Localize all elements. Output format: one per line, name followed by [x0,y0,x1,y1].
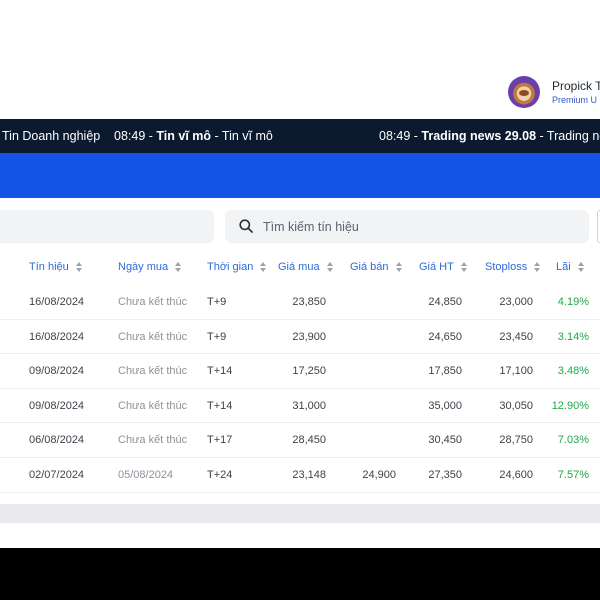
cell-buy-date: Chưa kết thúc [118,434,188,447]
cell-buy-date: 05/08/2024 [118,469,174,481]
column-header-label: Giá bán [350,261,389,273]
column-header-label: Giá mua [278,261,320,273]
cell-duration: T+14 [207,399,233,412]
edge-control[interactable] [597,210,600,243]
column-header-duration[interactable]: Thời gian [207,261,267,273]
cell-buy-date: Chưa kết thúc [118,399,188,412]
cell-profit: 3.48% [557,365,589,378]
cell-buy-price: 28,450 [292,434,326,447]
horizontal-scrollbar[interactable] [0,504,600,523]
cell-stoploss: 17,100 [499,365,533,378]
column-header-buy-price[interactable]: Giá mua [278,261,334,273]
cell-duration: T+17 [207,434,233,447]
sort-icon[interactable] [577,262,585,272]
sort-icon[interactable] [326,262,334,272]
cell-stoploss: 28,750 [499,434,533,447]
cell-current-price: 35,000 [428,399,462,412]
cell-stoploss: 30,050 [499,399,533,412]
cell-buy-price: 31,000 [292,399,326,412]
column-header-current-price[interactable]: Giá HT [419,261,468,273]
cell-profit: 3.14% [557,330,589,343]
user-profile[interactable]: Propick T Premium U [508,76,600,110]
sort-icon[interactable] [534,262,541,272]
cell-buy-price: 23,148 [292,469,326,481]
cell-profit: 7.57% [557,469,589,481]
cell-signal: 09/08/2024 [29,365,85,378]
cell-current-price: 24,850 [428,296,462,308]
blue-banner [0,153,600,198]
sort-icon[interactable] [460,262,468,272]
cell-stoploss: 24,600 [499,469,533,481]
row-divider [0,318,600,320]
column-header-stoploss[interactable]: Stoploss [485,261,541,273]
profile-plan: Premium U [552,95,598,105]
cell-current-price: 24,650 [428,330,462,343]
cell-buy-price: 17,250 [292,365,326,378]
sort-icon[interactable] [260,262,267,272]
avatar[interactable] [508,76,540,108]
ticker-item[interactable]: 08:49 - Tin vĩ mô - Tin vĩ mô [114,129,273,143]
sort-icon[interactable] [75,262,83,272]
cell-current-price: 30,450 [428,434,462,447]
ticker-time: 08:49 [379,129,411,143]
cell-duration: T+9 [207,330,227,343]
ticker-item[interactable]: Tin Doanh nghiệp [2,129,100,143]
sort-icon[interactable] [175,262,182,272]
cell-buy-date: Chưa kết thúc [118,365,188,378]
ticker-title: Trading news 29.08 [421,129,537,143]
cell-current-price: 17,850 [428,365,462,378]
ticker-category: Tin vĩ mô [221,129,273,143]
column-header-label: Lãi [556,261,571,273]
bottom-bar [0,548,600,600]
cell-buy-price: 23,850 [292,296,326,308]
row-divider [0,353,600,355]
row-divider [0,387,600,389]
cell-signal: 16/08/2024 [29,296,85,308]
cell-buy-date: Chưa kết thúc [118,330,188,343]
cell-stoploss: 23,450 [499,330,533,343]
search-placeholder: Tìm kiếm tín hiệu [263,220,359,234]
column-header-label: Ngày mua [118,261,169,273]
search-icon [239,219,253,233]
row-divider [0,457,600,458]
cell-duration: T+24 [207,469,233,481]
row-divider [0,491,600,493]
ticker-category: Tin Doanh nghiệp [2,129,101,143]
cell-signal: 02/07/2024 [29,469,85,481]
column-header-label: Stoploss [485,261,528,273]
cell-profit: 7.03% [557,434,589,447]
column-header-signal[interactable]: Tín hiệu [29,261,83,273]
column-header-label: Tín hiệu [29,261,69,273]
sort-icon[interactable] [395,262,403,272]
news-ticker: Tin Doanh nghiệp 08:49 - Tin vĩ mô - Tin… [0,119,600,153]
cell-current-price: 27,350 [428,469,462,481]
profile-name: Propick T [552,79,600,93]
ticker-category: Trading ne [546,129,600,143]
search-input[interactable]: Tìm kiếm tín hiệu [225,210,589,243]
ticker-title: Tin vĩ mô [156,129,212,143]
ticker-time: 08:49 [114,129,146,143]
column-header-label: Thời gian [207,261,254,273]
column-header-buy-date[interactable]: Ngày mua [118,261,182,273]
cell-signal: 06/08/2024 [29,434,85,447]
cell-stoploss: 23,000 [499,296,533,308]
cell-buy-date: Chưa kết thúc [118,296,188,308]
row-divider [0,422,600,424]
ticker-item[interactable]: 08:49 - Trading news 29.08 - Trading ne [379,129,600,143]
cell-buy-price: 23,900 [292,330,326,343]
cell-signal: 09/08/2024 [29,399,85,412]
cell-signal: 16/08/2024 [29,330,85,343]
cell-profit: 12.90% [551,399,589,412]
cell-profit: 4.19% [557,296,589,308]
cell-sell-price: 24,900 [362,469,396,481]
cell-duration: T+9 [207,296,227,308]
column-header-profit[interactable]: Lãi [556,261,585,273]
cell-duration: T+14 [207,365,233,378]
column-header-sell-price[interactable]: Giá bán [350,261,403,273]
column-header-label: Giá HT [419,261,454,273]
filter-input[interactable] [0,210,214,243]
